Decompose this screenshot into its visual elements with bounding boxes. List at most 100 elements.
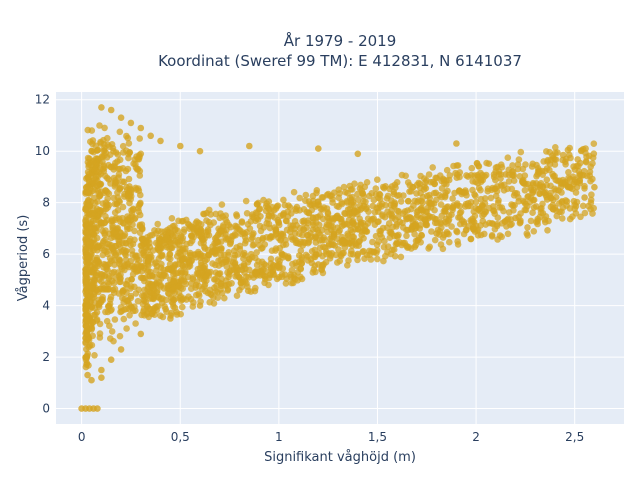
data-point [88, 127, 96, 134]
data-point [372, 191, 380, 198]
data-point [243, 280, 250, 287]
data-point [392, 184, 399, 191]
data-point [414, 211, 421, 219]
data-point [99, 200, 107, 207]
data-point [361, 227, 369, 235]
data-point [199, 285, 206, 293]
data-point [579, 202, 587, 210]
data-point [241, 249, 248, 257]
data-point [167, 315, 174, 322]
data-point [159, 313, 167, 321]
data-point [282, 241, 290, 248]
data-point [97, 285, 104, 292]
y-tick-label: 6 [42, 247, 50, 261]
data-point [157, 264, 165, 272]
data-point [542, 167, 549, 175]
data-point [443, 166, 451, 174]
data-point [173, 311, 181, 318]
data-point [566, 144, 573, 152]
data-point [591, 183, 598, 191]
data-point [338, 215, 345, 223]
data-point [550, 154, 557, 162]
data-point [196, 147, 204, 155]
data-point [117, 271, 124, 279]
data-point [254, 209, 261, 217]
x-tick-label: 1 [275, 430, 283, 444]
data-point [510, 177, 518, 184]
data-point [253, 215, 260, 222]
data-point [88, 147, 95, 155]
data-point [294, 268, 302, 276]
data-point [401, 239, 409, 247]
data-point [268, 247, 276, 254]
data-point [272, 231, 280, 238]
data-point [233, 212, 241, 220]
data-point [386, 185, 393, 193]
data-point [108, 306, 115, 313]
data-point [468, 164, 476, 172]
data-point [505, 178, 513, 185]
y-tick-label: 4 [42, 299, 50, 313]
data-point [536, 213, 544, 221]
data-point [101, 271, 109, 279]
data-point [302, 197, 309, 204]
data-point [205, 218, 213, 226]
data-point [154, 294, 162, 301]
data-point [375, 218, 382, 225]
data-point [146, 239, 153, 247]
data-point [154, 244, 162, 252]
data-point [384, 248, 391, 256]
data-point [215, 262, 223, 269]
data-point [551, 172, 558, 180]
data-point [504, 185, 511, 193]
data-point [454, 241, 462, 248]
data-point [482, 208, 490, 216]
data-point [104, 134, 111, 142]
data-point [516, 173, 524, 180]
data-point [110, 166, 117, 173]
data-point [96, 320, 104, 328]
data-point [512, 214, 519, 222]
data-point [124, 277, 132, 284]
data-point [300, 217, 308, 224]
data-point [558, 198, 565, 206]
data-point [516, 219, 524, 227]
data-point [180, 295, 187, 302]
data-point [159, 273, 166, 280]
data-point [127, 294, 134, 302]
data-point [147, 295, 154, 302]
data-point [392, 216, 399, 223]
data-point [297, 247, 305, 254]
data-point [268, 203, 276, 211]
data-point [298, 260, 305, 267]
data-point [524, 202, 531, 210]
data-point [338, 199, 345, 206]
data-point [130, 206, 137, 213]
data-point [576, 172, 583, 179]
data-point [543, 176, 551, 183]
data-point [312, 239, 320, 246]
chart-title-line-2: Koordinat (Sweref 99 TM): E 412831, N 61… [158, 52, 522, 70]
data-point [431, 219, 439, 227]
x-tick-label: 0,5 [171, 430, 190, 444]
data-point [302, 251, 310, 259]
data-point [177, 267, 185, 275]
x-tick-label: 0 [78, 430, 86, 444]
data-point [239, 229, 247, 236]
data-point [181, 226, 188, 233]
data-point [195, 248, 202, 256]
data-point [327, 223, 335, 230]
data-point [198, 269, 206, 276]
data-point [104, 141, 112, 148]
data-point [433, 196, 440, 204]
data-point [159, 252, 166, 260]
data-point [349, 193, 356, 201]
data-point [132, 186, 140, 193]
data-point [473, 160, 481, 167]
data-point [491, 210, 499, 217]
data-point [581, 209, 589, 217]
data-point [577, 147, 585, 155]
data-point [418, 204, 426, 212]
data-point [221, 294, 228, 302]
data-point [262, 268, 270, 275]
